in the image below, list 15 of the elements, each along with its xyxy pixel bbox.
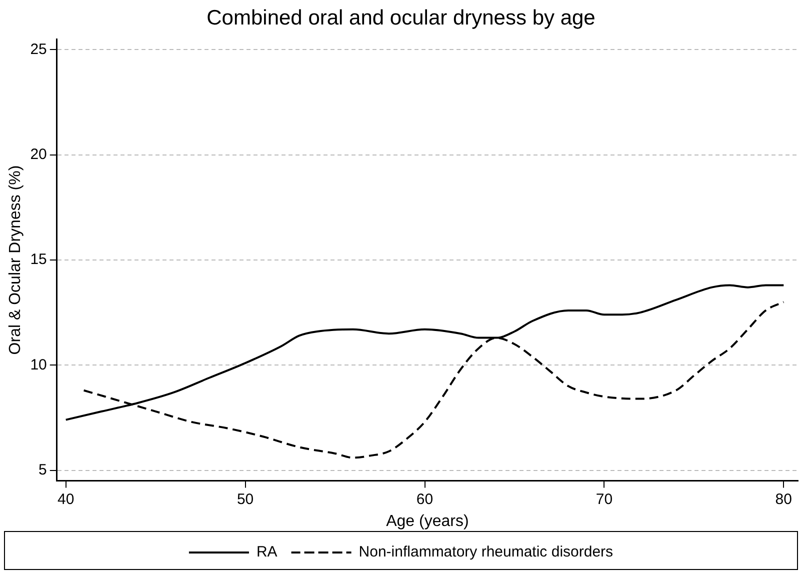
x-tick-label: 50	[236, 490, 254, 508]
y-tick-label: 10	[30, 356, 47, 374]
y-tick-label: 25	[30, 40, 47, 58]
legend-label: RA	[256, 544, 278, 561]
y-tick-label: 20	[30, 146, 47, 163]
x-tick-label: 60	[416, 490, 434, 508]
chart-title: Combined oral and ocular dryness by age	[206, 6, 596, 30]
y-tick-label: 5	[38, 461, 47, 478]
y-axis-title: Oral & Ocular Dryness (%)	[7, 165, 24, 355]
x-tick-label: 80	[775, 490, 792, 508]
legend-label: Non-inflammatory rheumatic disorders	[358, 544, 614, 561]
x-tick-label: 70	[596, 490, 613, 508]
x-axis-title: Age (years)	[386, 512, 469, 530]
x-tick-label: 40	[58, 490, 74, 508]
y-tick-label: 15	[30, 251, 47, 268]
